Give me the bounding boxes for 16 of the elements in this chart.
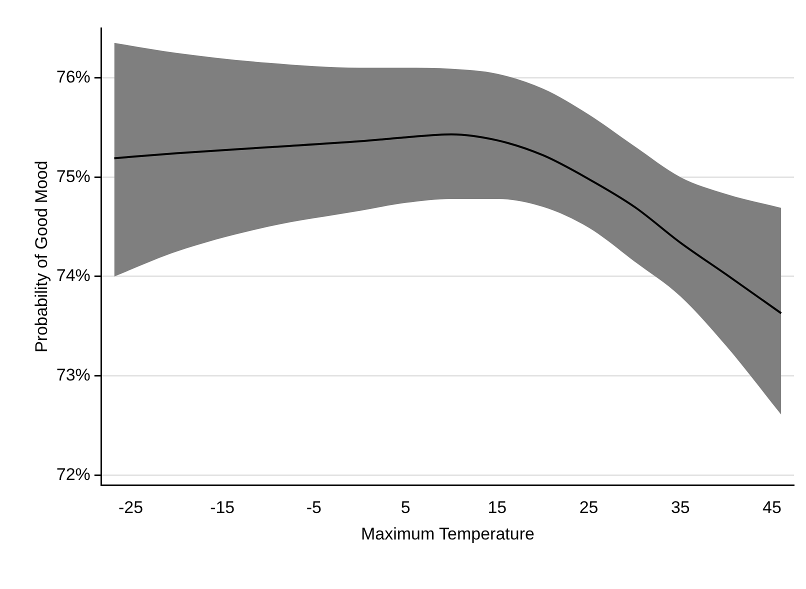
x-tick-label: 15 — [488, 498, 507, 518]
y-tick-label: 75% — [56, 166, 90, 186]
x-tick-label: -25 — [118, 498, 144, 518]
x-tick-label: -5 — [306, 498, 322, 518]
line-series — [113, 133, 782, 314]
x-tick-label: 35 — [670, 498, 690, 518]
y-tick-label: 74% — [56, 266, 90, 286]
y-tick-label: 73% — [56, 366, 90, 385]
x-tick-label: 25 — [579, 498, 598, 518]
x-tick-label: 5 — [400, 498, 410, 518]
x-tick-label: 45 — [762, 498, 782, 518]
x-tick-label: -15 — [210, 498, 235, 518]
y-axis-title: Probability of Good Mood — [32, 160, 51, 353]
x-axis-title: Maximum Temperature — [360, 524, 534, 544]
y-tick-label: 72% — [56, 464, 90, 484]
y-tick-label: 76% — [56, 67, 90, 86]
